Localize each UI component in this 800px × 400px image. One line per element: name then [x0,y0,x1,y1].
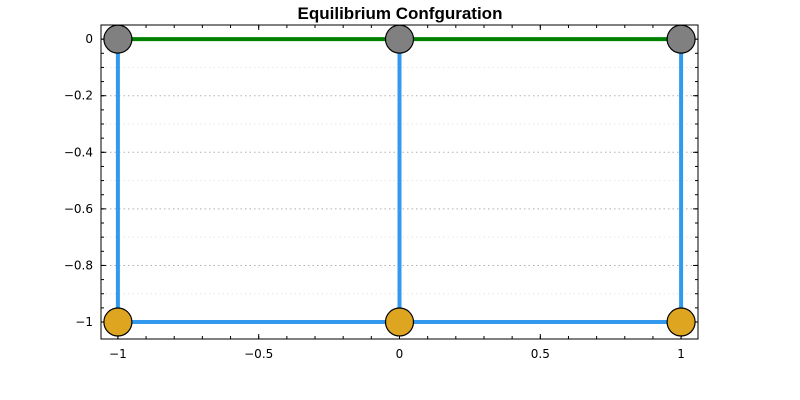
x-tick-label: 0.5 [531,347,550,361]
x-tick-label: −0.5 [244,347,273,361]
x-tick-label: 0 [396,347,404,361]
y-tick-label: −0.4 [64,145,93,159]
fixed-node [384,24,415,54]
y-tick-label: −0.8 [64,258,93,272]
free-node [103,307,133,337]
y-tick-label: −0.2 [64,89,93,103]
y-tick-label: 0 [85,32,93,46]
x-tick-label: 1 [677,347,685,361]
fixed-node [103,24,133,54]
plot-frame [100,24,699,340]
tick-layer: 0 −0.2 −0.4 −0.6 −0.8 −1 −1 −0.5 0 0.5 1 [64,25,698,361]
fixed-node [666,24,696,54]
free-node [666,307,696,337]
x-tick-label: −1 [109,347,127,361]
chart-title: Equilibrium Confguration [298,4,503,23]
y-tick-label: −1 [75,315,93,329]
y-tick-label: −0.6 [64,202,93,216]
free-node [384,307,415,337]
